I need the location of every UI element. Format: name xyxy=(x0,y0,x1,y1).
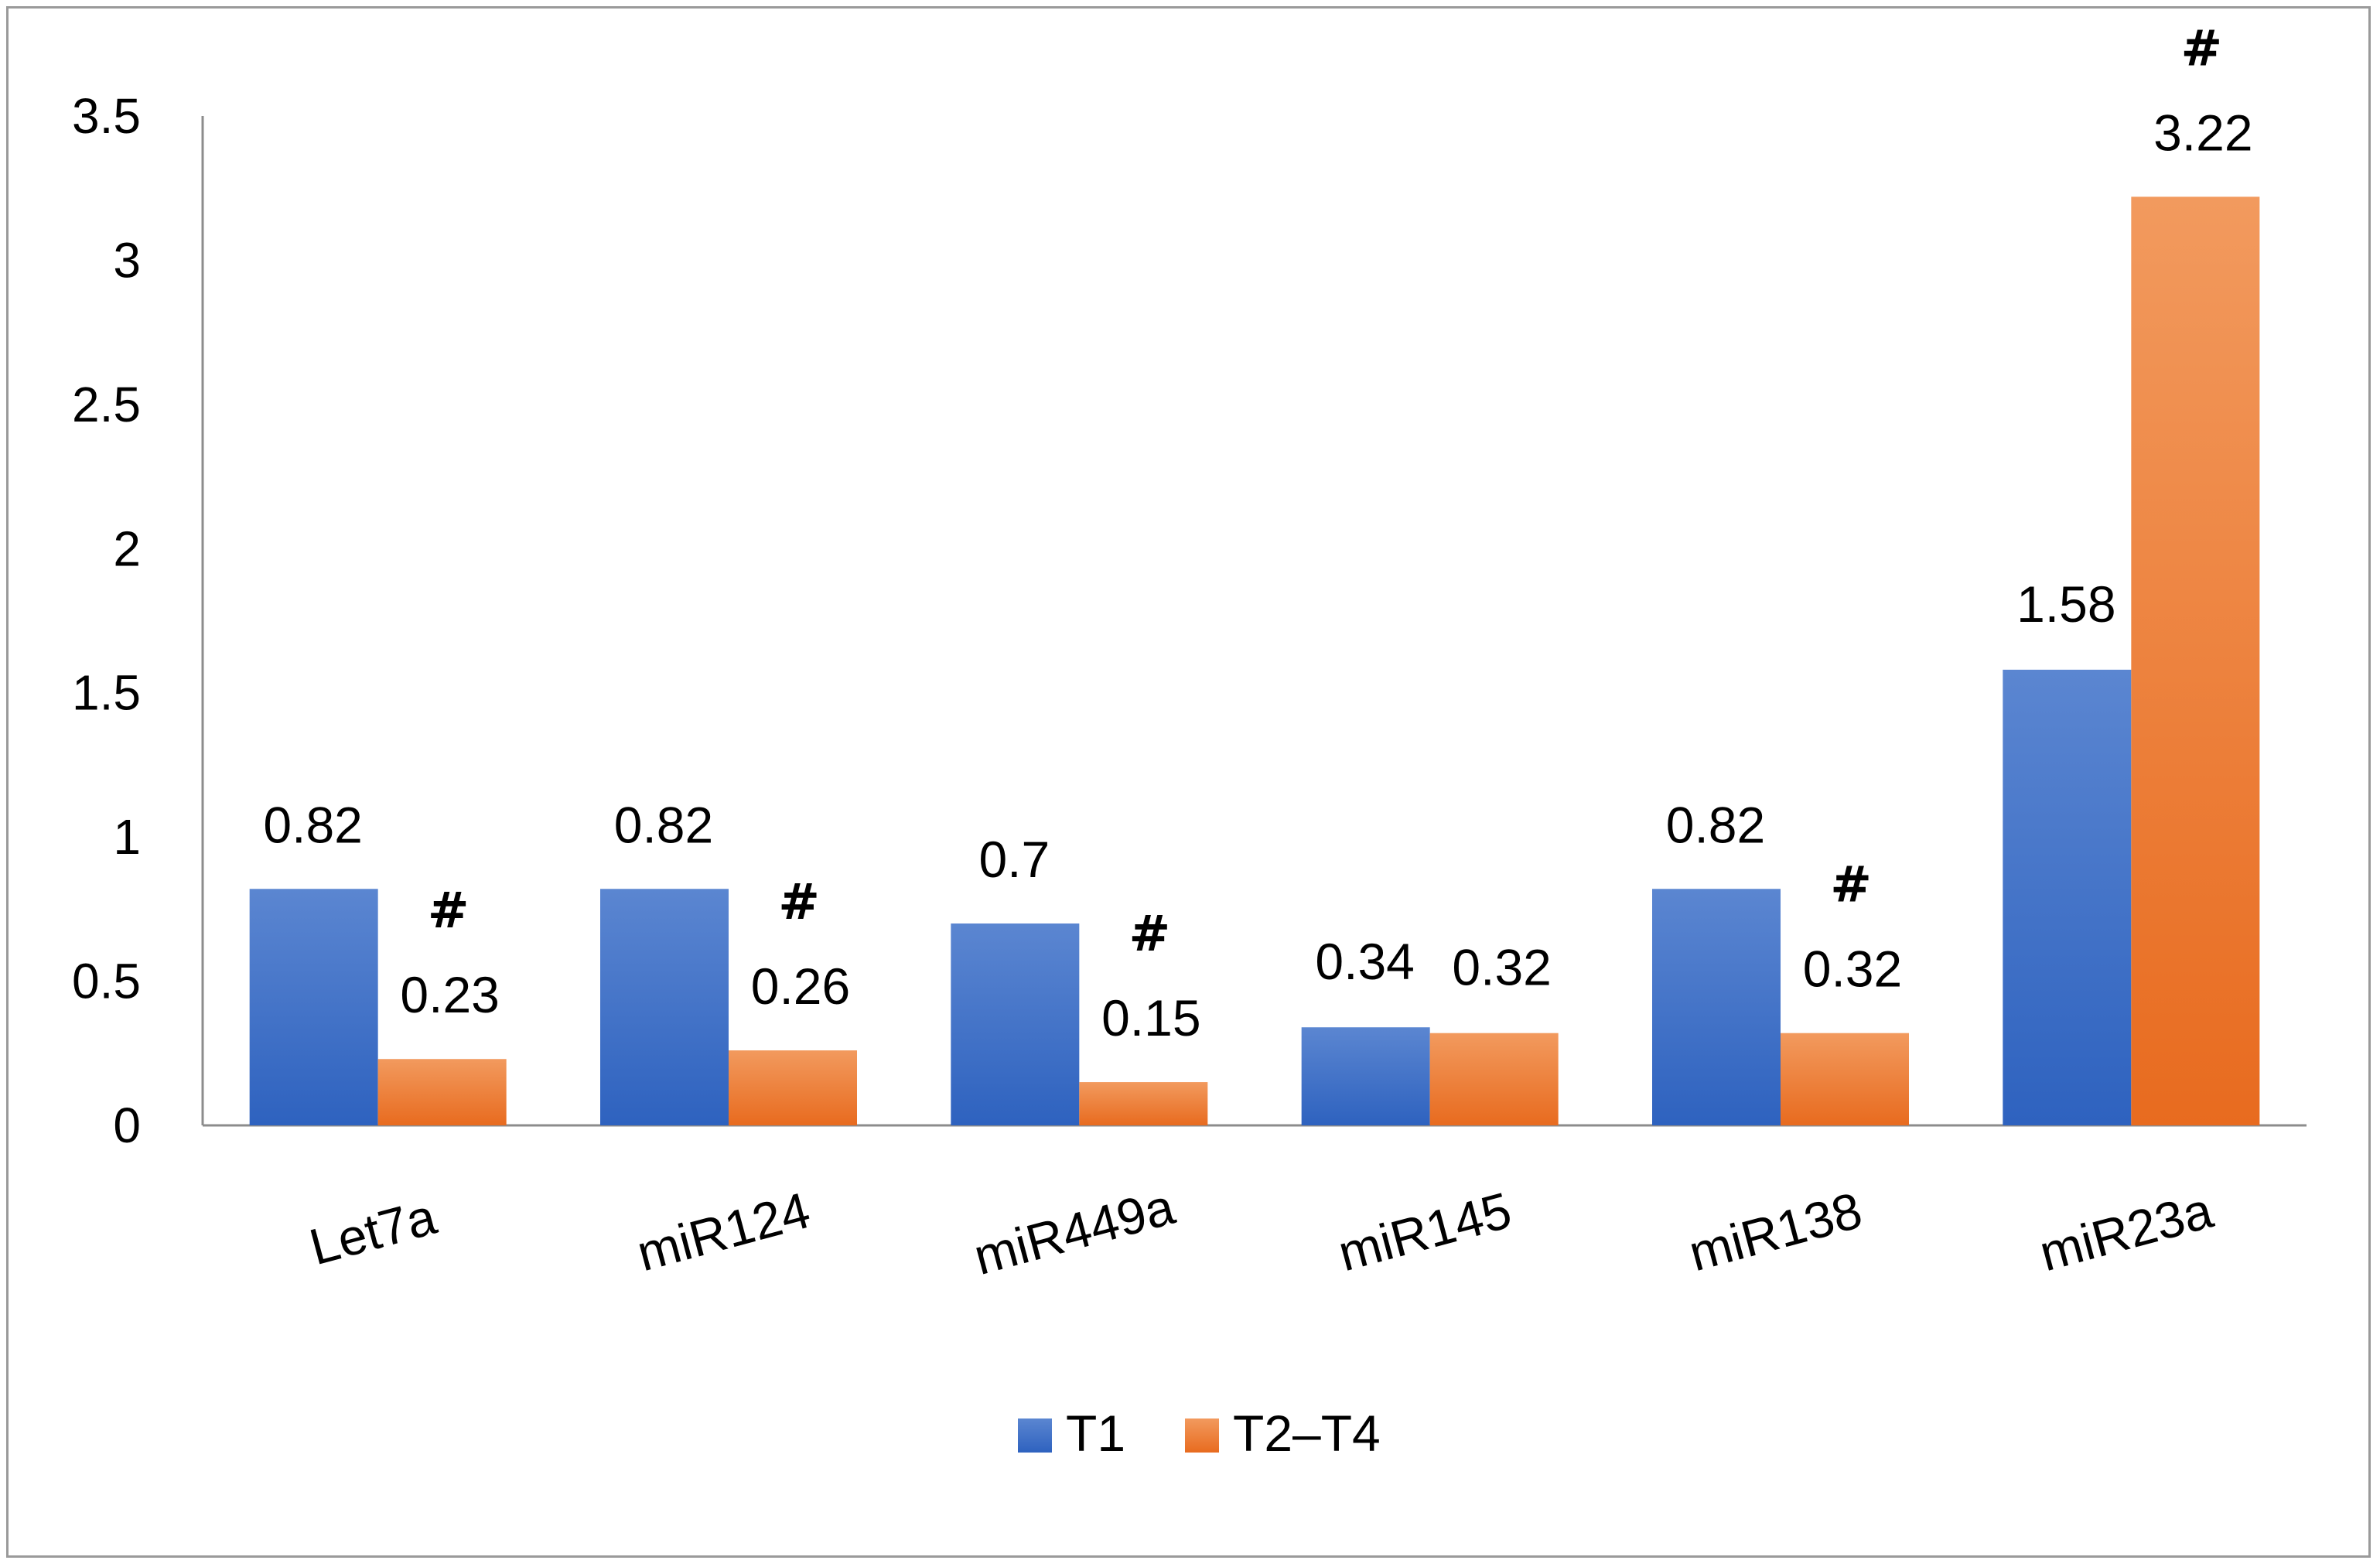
significance-mark: # xyxy=(1830,857,1872,914)
category-label: miR145 xyxy=(1332,1181,1517,1282)
data-label-t2-t4: 0.26 xyxy=(751,958,850,1015)
bar-t1-mir145 xyxy=(1301,1027,1430,1125)
bar-t2-t4-mir23a xyxy=(2131,196,2260,1125)
y-tick-label: 1.5 xyxy=(72,665,141,721)
bar-t2-t4-mir449a xyxy=(1079,1082,1208,1125)
legend-swatch-t1 xyxy=(1018,1418,1052,1453)
bar-t1-mir449a xyxy=(951,923,1080,1125)
category-label: miR124 xyxy=(631,1181,816,1282)
y-tick-label: 3.5 xyxy=(72,88,141,144)
data-label-t1: 0.82 xyxy=(1666,796,1765,853)
category-label: miR23a xyxy=(2033,1181,2218,1282)
bar-t2-t4-mir138 xyxy=(1781,1033,1909,1125)
bar-t2-t4-let7a xyxy=(377,1059,507,1125)
legend: T1 T2–T4 xyxy=(1018,1405,1381,1462)
data-label-t1: 0.82 xyxy=(263,796,362,853)
data-label-t1: 0.82 xyxy=(614,796,713,853)
y-tick-label: 2 xyxy=(113,521,141,576)
significance-mark: # xyxy=(778,874,820,931)
y-tick-label: 1 xyxy=(113,809,141,865)
bar-t1-let7a xyxy=(249,889,378,1125)
significance-mark: # xyxy=(2181,20,2223,77)
bar-t2-t4-mir124 xyxy=(729,1050,857,1125)
legend-label-t1: T1 xyxy=(1066,1405,1125,1462)
significance-mark: # xyxy=(428,883,470,940)
data-labels: 0.82 0.23 #0.82 0.26 #0.7 0.15 # 0.34 0.32 0.82 0.… xyxy=(263,20,2252,1046)
category-label: Let7a xyxy=(304,1187,442,1275)
bar-t1-mir138 xyxy=(1652,889,1781,1125)
y-tick-label: 3 xyxy=(113,232,141,288)
data-label-t2-t4: 0.32 xyxy=(1803,941,1902,998)
data-label-t2-t4: 0.32 xyxy=(1452,939,1551,996)
category-label: miR138 xyxy=(1683,1181,1868,1282)
data-label-t1: 1.58 xyxy=(2016,575,2115,633)
data-label-t2-t4: 0.23 xyxy=(400,966,499,1023)
bar-t1-mir23a xyxy=(2003,669,2132,1125)
legend-swatch-t2-t4 xyxy=(1185,1418,1219,1453)
bar-t2-t4-mir145 xyxy=(1429,1033,1559,1125)
chart-frame xyxy=(6,6,2371,1558)
y-tick-label: 2.5 xyxy=(72,377,141,432)
category-label: miR449a xyxy=(968,1177,1180,1285)
bars xyxy=(249,196,2260,1125)
y-tick-label: 0 xyxy=(113,1098,141,1153)
data-label-t1: 0.7 xyxy=(978,831,1050,888)
significance-mark: # xyxy=(1129,906,1171,963)
data-label-t1: 0.34 xyxy=(1315,933,1414,990)
y-tick-label: 0.5 xyxy=(72,954,141,1009)
data-label-t2-t4: 0.15 xyxy=(1101,989,1200,1046)
legend-label-t2-t4: T2–T4 xyxy=(1233,1405,1381,1462)
axes: 0 0.5 1 1.5 2 2.5 3 3.5 Let7a miR124 miR449a miR145… xyxy=(72,88,2307,1285)
data-label-t2-t4: 3.22 xyxy=(2153,104,2252,161)
bar-t1-mir124 xyxy=(600,889,729,1125)
